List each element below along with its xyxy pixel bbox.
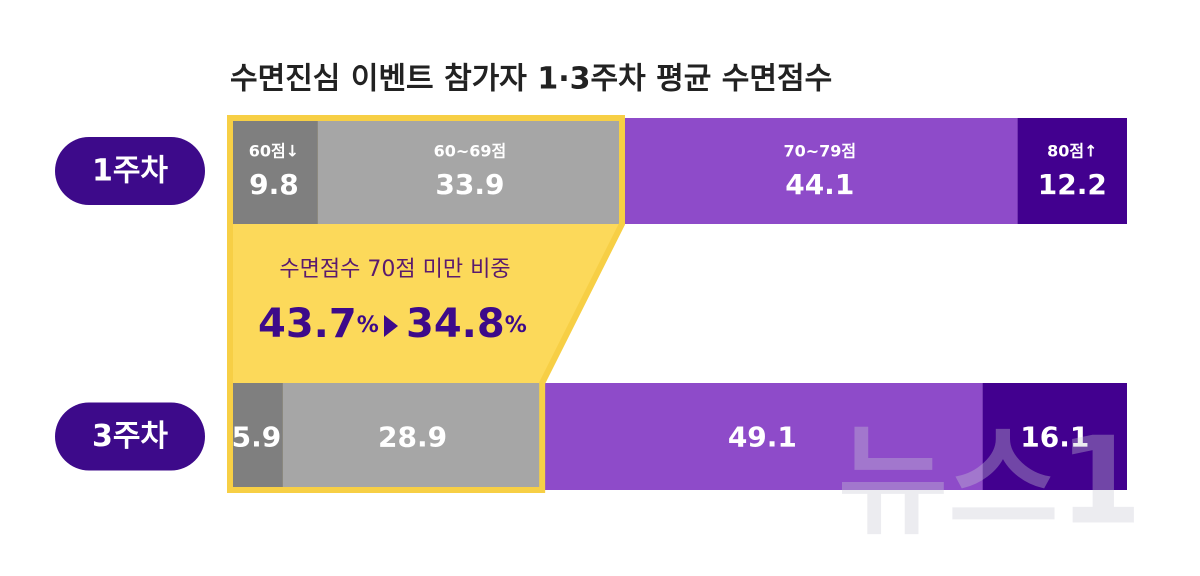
row-label-pill: [55, 137, 205, 205]
annotation-text: 수면점수 70점 미만 비중: [279, 257, 510, 282]
row-label: 3주차: [92, 419, 168, 454]
bar-segment: [982, 383, 1127, 490]
value-label: 28.9: [378, 421, 447, 454]
value-label: 16.1: [1020, 421, 1089, 454]
row-label-pill: [55, 402, 205, 471]
value-label: 44.1: [785, 168, 854, 201]
annotation-unit: %: [357, 313, 379, 338]
bar-segment: [1017, 118, 1127, 224]
bar-segment: [317, 118, 622, 224]
bars: 1주차 60점↓ 9.8 60~69점 33.9 70~79점 44.1 80점↑ 12.2 3주…: [55, 118, 1127, 490]
value-label: 5.9: [232, 421, 282, 454]
annotation-value: 43.7%: [258, 301, 379, 347]
segment-name: 60점↓: [249, 142, 299, 161]
value-label: 49.1: [728, 421, 797, 454]
value-label: 9.8: [249, 168, 299, 201]
annotation-value: 34.8%: [406, 301, 527, 347]
chart-title: 수면진심 이벤트 참가자 1·3주차 평균 수면점수: [230, 62, 832, 97]
watermark: 뉴스1: [838, 413, 1142, 552]
value-label: 12.2: [1038, 168, 1107, 201]
arrow: [384, 315, 398, 337]
highlight-outline: [227, 115, 625, 493]
segment-name: 80점↑: [1047, 142, 1097, 161]
bar-segment: [542, 383, 983, 490]
value-label: 33.9: [435, 168, 504, 201]
segment-name: 60~69점: [434, 142, 507, 161]
annotation-from: 43.7: [258, 301, 357, 347]
segment-name: 70~79점: [783, 142, 856, 161]
bar-segment: [282, 383, 543, 490]
bar-segment: [230, 118, 318, 224]
bar-segment: [621, 118, 1018, 224]
highlight-outline-layer: [227, 115, 625, 493]
row-label: 1주차: [92, 154, 168, 189]
annotation-unit: %: [505, 313, 527, 338]
bar-segment: [230, 383, 283, 490]
annotation-to: 34.8: [406, 301, 505, 347]
